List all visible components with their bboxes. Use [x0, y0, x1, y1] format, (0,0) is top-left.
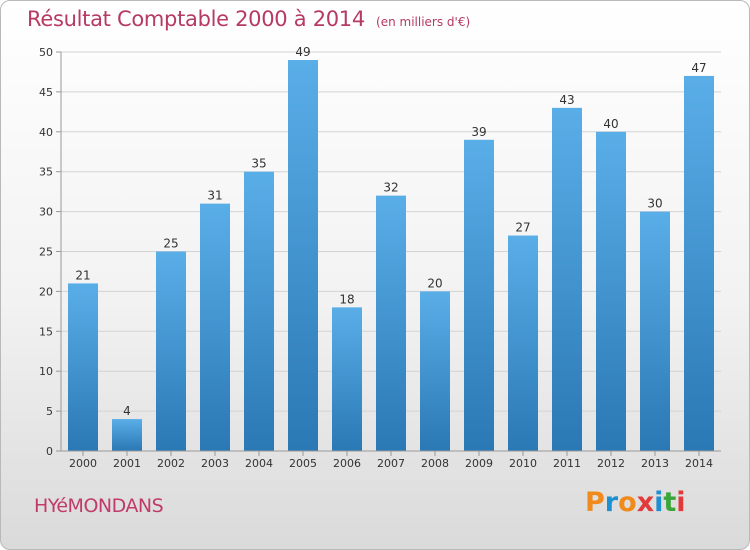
title-row: Résultat Comptable 2000 à 2014 (en milli…: [27, 7, 470, 31]
bar-2011: [552, 107, 582, 452]
bar-2014: [684, 75, 714, 451]
x-tick-label: 2002: [157, 457, 185, 470]
logo-letter: o: [618, 487, 637, 518]
data-label: 39: [471, 125, 486, 139]
data-label: 4: [123, 404, 131, 418]
bar-2004: [244, 171, 274, 451]
y-tick-label: 0: [46, 445, 53, 458]
bar-2005: [288, 59, 318, 451]
x-tick-label: 2006: [333, 457, 361, 470]
bar-2000: [68, 283, 98, 451]
x-tick-label: 2014: [685, 457, 713, 470]
axis-layer: 0 5 10 15 20 25 30 35 40 45 50: [39, 46, 721, 458]
logo-letter: t: [663, 487, 677, 518]
x-tick-label: 2005: [289, 457, 317, 470]
data-label: 40: [603, 117, 618, 131]
y-tick-label: 35: [39, 166, 53, 179]
x-tick-label: 2007: [377, 457, 405, 470]
x-tick-label: 2008: [421, 457, 449, 470]
data-label: 30: [647, 197, 662, 211]
x-tick-label: 2003: [201, 457, 229, 470]
y-tick-label: 50: [39, 46, 53, 59]
x-tick-label: 2000: [69, 457, 97, 470]
chart-title: Résultat Comptable 2000 à 2014: [27, 7, 365, 31]
data-label: 27: [515, 221, 530, 235]
data-label: 31: [207, 189, 222, 203]
bar-2006: [332, 307, 362, 451]
logo-letter: P: [585, 487, 605, 518]
data-label: 25: [163, 237, 178, 251]
bar-layer: [68, 59, 714, 452]
x-tick-label: 2013: [641, 457, 669, 470]
bar-2010: [508, 235, 538, 451]
y-tick-label: 40: [39, 126, 53, 139]
x-tick-label: 2011: [553, 457, 581, 470]
bar-2008: [420, 291, 450, 451]
bar-2012: [596, 131, 626, 452]
bar-2009: [464, 139, 494, 451]
data-label: 18: [339, 292, 354, 306]
bar-2001: [112, 419, 142, 451]
y-tick-label: 30: [39, 206, 53, 219]
data-label: 43: [559, 93, 574, 107]
label-layer: 2000 21 2001 4 2002 25 2003 31 2004 35 2005 49 2006 1…: [69, 45, 713, 470]
logo-letter: x: [636, 487, 655, 518]
x-tick-label: 2009: [465, 457, 493, 470]
y-tick-label: 20: [39, 285, 53, 298]
logo-letter: i: [654, 487, 664, 518]
data-label: 49: [295, 45, 310, 59]
commune-name: HYéMONDANS: [34, 495, 164, 517]
chart-subtitle: (en milliers d'€): [376, 15, 471, 29]
y-tick-label: 10: [39, 365, 53, 378]
y-tick-label: 5: [46, 405, 53, 418]
y-tick-label: 25: [39, 246, 53, 259]
bar-2007: [376, 195, 406, 451]
logo-letter: i: [676, 487, 686, 518]
data-label: 20: [427, 276, 442, 290]
y-tick-label: 45: [39, 86, 53, 99]
data-label: 32: [383, 181, 398, 195]
x-tick-label: 2004: [245, 457, 273, 470]
bar-2002: [156, 251, 186, 451]
x-tick-label: 2012: [597, 457, 625, 470]
bar-2013: [640, 211, 670, 451]
x-tick-label: 2001: [113, 457, 141, 470]
data-label: 35: [251, 157, 266, 171]
data-label: 21: [75, 268, 90, 282]
x-tick-label: 2010: [509, 457, 537, 470]
bar-2003: [200, 203, 230, 451]
proxiti-logo: Proxiti: [585, 487, 686, 518]
data-label: 47: [691, 61, 706, 75]
y-tick-label: 15: [39, 325, 53, 338]
logo-letter: r: [604, 487, 619, 518]
